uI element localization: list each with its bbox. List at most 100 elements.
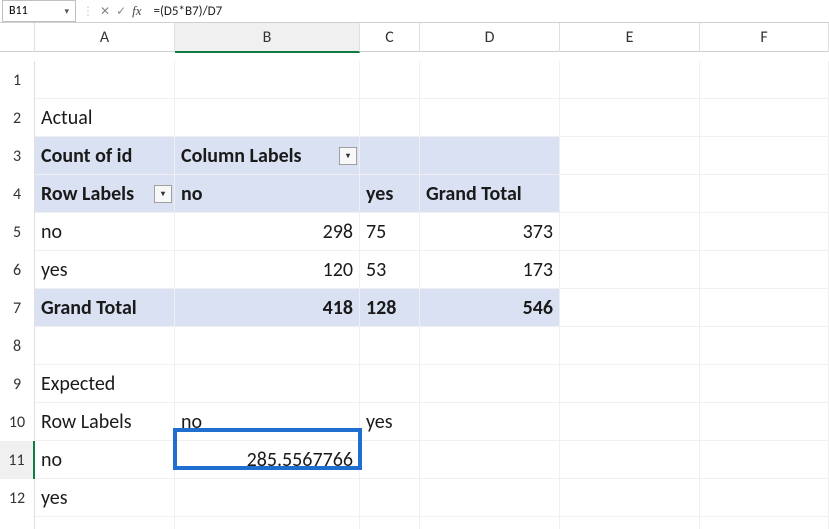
confirm-icon[interactable]: ✓ (116, 4, 126, 19)
cell-E4[interactable] (560, 175, 700, 213)
row-header-12[interactable]: 12 (0, 479, 35, 518)
cell-D13[interactable] (420, 517, 560, 529)
cell-B7[interactable]: 418 (175, 289, 360, 327)
cell-D8[interactable] (420, 327, 560, 365)
cell-A12[interactable]: yes (35, 479, 175, 517)
cell-C3[interactable] (360, 137, 420, 175)
cell-C4[interactable]: yes (360, 175, 420, 213)
cell-A1[interactable] (35, 61, 175, 99)
cell-C5[interactable]: 75 (360, 213, 420, 251)
cell-E11[interactable] (560, 441, 700, 479)
row-header-9[interactable]: 9 (0, 365, 35, 404)
cell-B9[interactable] (175, 365, 360, 403)
column-header-E[interactable]: E (560, 23, 700, 52)
row-header-6[interactable]: 6 (0, 251, 35, 290)
cell-B4[interactable]: no (175, 175, 360, 213)
cell-F12[interactable] (700, 479, 829, 517)
cell-B5[interactable]: 298 (175, 213, 360, 251)
cell-F11[interactable] (700, 441, 829, 479)
cell-C1[interactable] (360, 61, 420, 99)
cell-E2[interactable] (560, 99, 700, 137)
row-header-1[interactable]: 1 (0, 61, 35, 100)
cell-B13[interactable] (175, 517, 360, 529)
cell-A10[interactable]: Row Labels (35, 403, 175, 441)
cell-A2[interactable]: Actual (35, 99, 175, 137)
cell-B10[interactable]: no (175, 403, 360, 441)
cell-A11[interactable]: no (35, 441, 175, 479)
row-header-3[interactable]: 3 (0, 137, 35, 176)
cell-E12[interactable] (560, 479, 700, 517)
cell-C7[interactable]: 128 (360, 289, 420, 327)
cell-F8[interactable] (700, 327, 829, 365)
cell-F7[interactable] (700, 289, 829, 327)
row-header-13[interactable]: 13 (0, 517, 35, 529)
row-header-8[interactable]: 8 (0, 327, 35, 366)
cell-C12[interactable] (360, 479, 420, 517)
cell-F4[interactable] (700, 175, 829, 213)
cell-E8[interactable] (560, 327, 700, 365)
cell-B6[interactable]: 120 (175, 251, 360, 289)
cell-A13[interactable] (35, 517, 175, 529)
cell-D1[interactable] (420, 61, 560, 99)
cell-D5[interactable]: 373 (420, 213, 560, 251)
cell-E10[interactable] (560, 403, 700, 441)
cell-B12[interactable] (175, 479, 360, 517)
row-header-11[interactable]: 11 (0, 441, 35, 480)
select-all-corner[interactable] (0, 23, 35, 52)
cell-B8[interactable] (175, 327, 360, 365)
column-header-A[interactable]: A (35, 23, 175, 52)
row-header-4[interactable]: 4 (0, 175, 35, 214)
cell-A7[interactable]: Grand Total (35, 289, 175, 327)
cell-E3[interactable] (560, 137, 700, 175)
cell-C9[interactable] (360, 365, 420, 403)
cell-C11[interactable] (360, 441, 420, 479)
filter-dropdown-icon[interactable]: ▾ (154, 185, 172, 203)
cell-D2[interactable] (420, 99, 560, 137)
cell-C6[interactable]: 53 (360, 251, 420, 289)
cell-B1[interactable] (175, 61, 360, 99)
row-header-10[interactable]: 10 (0, 403, 35, 442)
cell-A8[interactable] (35, 327, 175, 365)
cell-E7[interactable] (560, 289, 700, 327)
cell-F2[interactable] (700, 99, 829, 137)
cell-C13[interactable] (360, 517, 420, 529)
cell-A3[interactable]: Count of id (35, 137, 175, 175)
cell-F9[interactable] (700, 365, 829, 403)
cell-D10[interactable] (420, 403, 560, 441)
column-header-C[interactable]: C (360, 23, 420, 52)
name-box[interactable]: B11 ▾ (2, 0, 76, 22)
cell-C8[interactable] (360, 327, 420, 365)
cell-E9[interactable] (560, 365, 700, 403)
cell-D6[interactable]: 173 (420, 251, 560, 289)
cell-A9[interactable]: Expected (35, 365, 175, 403)
cell-C10[interactable]: yes (360, 403, 420, 441)
cell-F1[interactable] (700, 61, 829, 99)
cell-B2[interactable] (175, 99, 360, 137)
cell-F13[interactable] (700, 517, 829, 529)
cell-D11[interactable] (420, 441, 560, 479)
cell-A6[interactable]: yes (35, 251, 175, 289)
cell-C2[interactable] (360, 99, 420, 137)
cell-E1[interactable] (560, 61, 700, 99)
filter-dropdown-icon[interactable]: ▾ (339, 147, 357, 165)
cell-A4[interactable]: Row Labels▾ (35, 175, 175, 213)
fx-icon[interactable]: fx (132, 3, 141, 19)
row-header-2[interactable]: 2 (0, 99, 35, 138)
cell-E13[interactable] (560, 517, 700, 529)
cell-D12[interactable] (420, 479, 560, 517)
cell-B3[interactable]: Column Labels▾ (175, 137, 360, 175)
cell-D3[interactable] (420, 137, 560, 175)
column-header-B[interactable]: B (175, 23, 360, 53)
chevron-down-icon[interactable]: ▾ (64, 6, 69, 17)
column-header-D[interactable]: D (420, 23, 560, 52)
row-header-5[interactable]: 5 (0, 213, 35, 252)
formula-input[interactable]: =(D5*B7)/D7 (148, 4, 829, 19)
cell-F5[interactable] (700, 213, 829, 251)
row-header-7[interactable]: 7 (0, 289, 35, 328)
cell-D9[interactable] (420, 365, 560, 403)
cancel-icon[interactable]: ✕ (100, 4, 110, 19)
cell-E6[interactable] (560, 251, 700, 289)
cell-E5[interactable] (560, 213, 700, 251)
cell-F6[interactable] (700, 251, 829, 289)
cell-A5[interactable]: no (35, 213, 175, 251)
